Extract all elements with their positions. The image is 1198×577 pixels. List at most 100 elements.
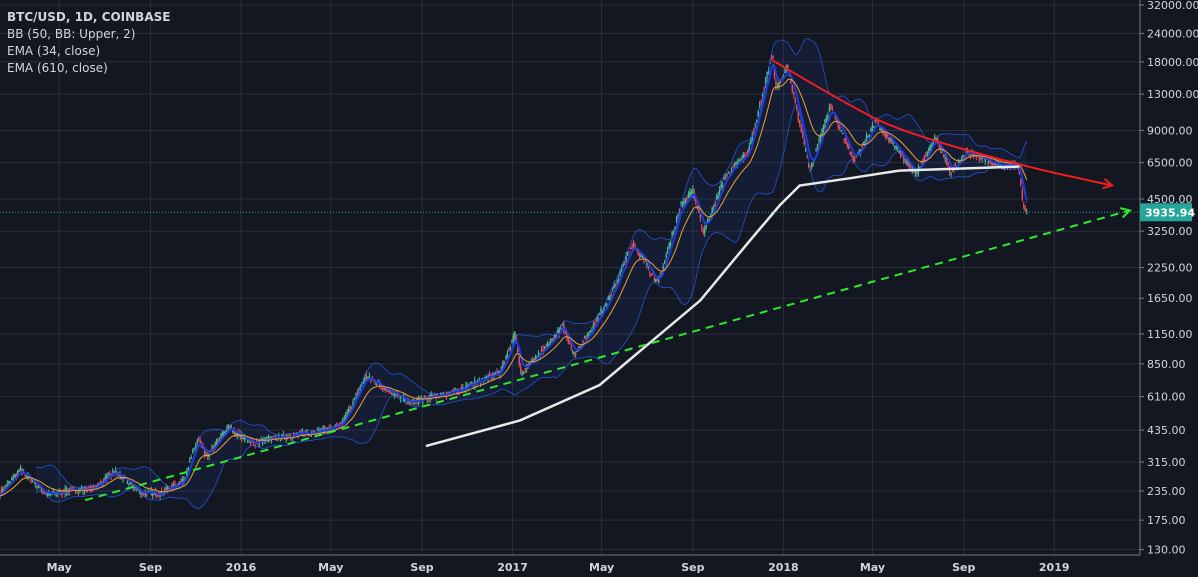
candle-body xyxy=(942,154,945,156)
candle-body xyxy=(812,163,814,166)
candle-body xyxy=(822,125,825,132)
candle-body xyxy=(45,493,47,495)
candle-body xyxy=(864,141,866,145)
indicator-bb[interactable]: BB (50, BB: Upper, 2) xyxy=(7,27,136,41)
candle-body xyxy=(196,440,198,444)
candle-body xyxy=(266,438,268,440)
candle-body xyxy=(453,389,455,393)
candle-body xyxy=(619,271,621,276)
candle-body xyxy=(533,359,535,362)
indicator-ema-34[interactable]: EMA (34, close) xyxy=(7,44,101,58)
candle-body xyxy=(98,482,100,484)
candle-body xyxy=(528,362,531,366)
candle-body xyxy=(235,432,237,434)
candle-body xyxy=(548,344,550,347)
candle-body xyxy=(511,341,513,343)
chart-legend: BTC/USD, 1D, COINBASE BB (50, BB: Upper,… xyxy=(7,9,170,77)
candle-body xyxy=(156,495,158,497)
candle-body xyxy=(816,144,819,149)
candle-body xyxy=(625,255,627,262)
candle-body xyxy=(189,460,191,462)
support-trendline xyxy=(84,209,1131,502)
candle-body xyxy=(181,478,184,482)
candle-body xyxy=(5,485,7,487)
indicator-ema-610[interactable]: EMA (610, close) xyxy=(7,61,108,75)
candle-body xyxy=(545,347,547,349)
candle-body xyxy=(600,309,602,313)
candle-body xyxy=(152,491,154,496)
candle-body xyxy=(430,394,433,397)
candle-body xyxy=(202,446,204,449)
candle-body xyxy=(733,163,736,166)
candle-body xyxy=(773,68,776,77)
candle-body xyxy=(579,346,581,350)
candle-body xyxy=(926,152,929,156)
x-tick-label: Sep xyxy=(952,561,975,574)
candle-body xyxy=(800,124,802,133)
candle-body xyxy=(276,440,279,442)
candle-body xyxy=(741,157,743,159)
candle-body xyxy=(114,470,117,473)
candle-body xyxy=(791,85,794,92)
candle-body xyxy=(505,356,507,360)
candle-body xyxy=(279,439,282,441)
candle-body xyxy=(192,450,194,454)
candle-body xyxy=(882,129,884,133)
candle-body xyxy=(937,138,939,142)
y-tick-label: 9000.00 xyxy=(1147,124,1193,137)
candle-body xyxy=(770,56,773,58)
candle-body xyxy=(928,148,930,152)
candle-body xyxy=(947,163,949,165)
candle-body xyxy=(392,393,394,395)
candle-body xyxy=(36,486,38,488)
symbol-title[interactable]: BTC/USD, 1D, COINBASE xyxy=(7,10,171,24)
candle-body xyxy=(650,274,653,276)
candle-body xyxy=(840,130,842,132)
candle-body xyxy=(830,104,832,109)
candle-body xyxy=(244,436,246,441)
candle-body xyxy=(674,226,676,229)
candle-body xyxy=(960,159,963,161)
y-tick-label: 2250.00 xyxy=(1147,262,1193,275)
candle-body xyxy=(885,131,887,138)
y-tick-label: 235.00 xyxy=(1147,485,1186,498)
candle-body xyxy=(206,453,209,457)
candle-body xyxy=(916,170,918,174)
candle-body xyxy=(508,349,510,351)
candle-body xyxy=(758,104,761,106)
candle-body xyxy=(368,375,371,378)
candle-body xyxy=(40,490,43,492)
candle-body xyxy=(714,202,716,205)
candle-body xyxy=(784,71,786,73)
candle-body xyxy=(622,263,624,266)
candle-body xyxy=(763,87,765,90)
candle-body xyxy=(726,174,728,176)
last-price-badge xyxy=(1140,203,1192,222)
candle-body xyxy=(886,134,888,137)
candle-body xyxy=(229,425,231,429)
candle-body xyxy=(195,445,197,447)
candle-body xyxy=(382,388,384,390)
candle-body xyxy=(0,496,1,498)
candle-body xyxy=(574,351,577,356)
candle-body xyxy=(818,139,820,142)
candle-body xyxy=(655,279,657,283)
candle-body xyxy=(120,477,123,479)
candle-body xyxy=(699,214,701,219)
candle-body xyxy=(340,423,342,425)
x-tick-label: 2017 xyxy=(497,561,528,574)
candle-body xyxy=(721,185,724,188)
candle-body xyxy=(18,470,20,472)
candle-body xyxy=(399,397,402,400)
candle-body xyxy=(904,159,906,162)
candle-body xyxy=(193,448,195,450)
candle-body xyxy=(666,248,669,253)
candle-body xyxy=(251,441,253,443)
candle-body xyxy=(502,361,504,368)
candle-body xyxy=(497,371,500,373)
candle-body xyxy=(352,401,354,407)
candle-body xyxy=(108,473,111,475)
candle-body xyxy=(755,120,758,123)
candle-body xyxy=(727,171,730,173)
